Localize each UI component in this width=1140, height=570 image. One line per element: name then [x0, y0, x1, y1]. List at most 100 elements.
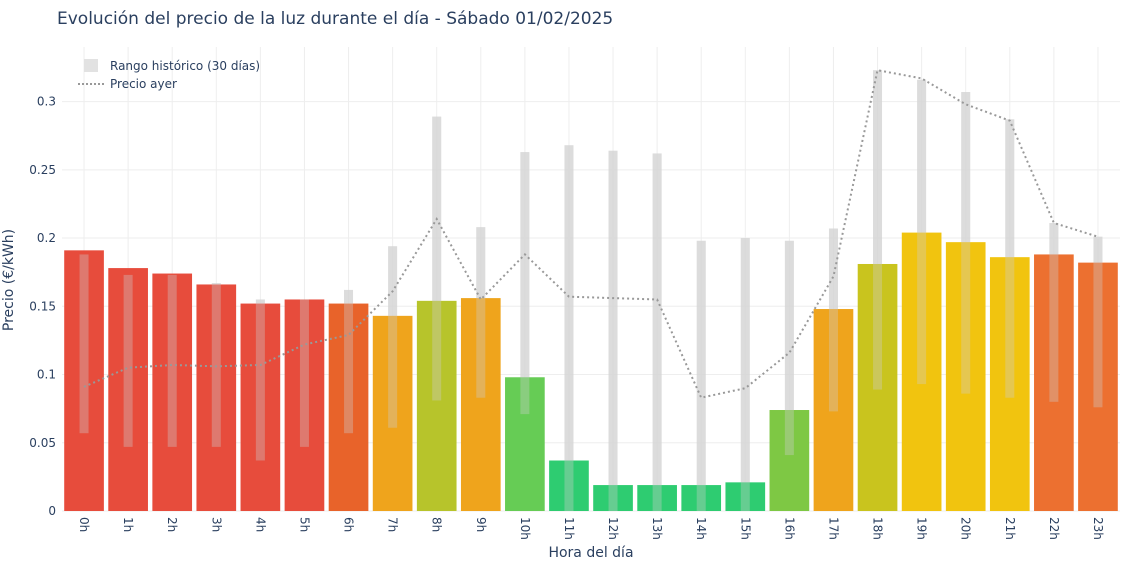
range-mark-18h: [873, 70, 883, 390]
range-overlay-14h: [696, 240, 706, 511]
bar-21h: [989, 257, 1030, 511]
x-tick-label: 12h: [606, 517, 620, 540]
x-tick-label: 23h: [1091, 517, 1105, 540]
x-tick-label: 3h: [209, 517, 223, 532]
x-tick-label: 19h: [915, 517, 929, 540]
bar-9h: [460, 298, 501, 511]
x-tick-label: 16h: [782, 517, 796, 540]
range-overlay-20h: [961, 92, 971, 394]
bar-12h: [593, 485, 633, 511]
range-mark-11h: [564, 145, 574, 511]
historical-range-overlay: [79, 70, 1103, 511]
bar-series: [64, 232, 1118, 511]
x-tick-label: 20h: [959, 517, 973, 540]
y-axis-ticks: 0 0.05 0.1 0.15 0.2 0.25 0.3: [29, 95, 56, 518]
range-overlay-21h: [1005, 119, 1015, 398]
range-overlay-1h: [123, 274, 133, 447]
x-tick-label: 15h: [738, 517, 752, 540]
chart-title: Evolución del precio de la luz durante e…: [57, 9, 613, 29]
bar-22h: [1034, 254, 1074, 511]
range-overlay-7h: [388, 246, 398, 428]
x-tick-label: 8h: [430, 517, 444, 532]
x-tick-label: 6h: [342, 517, 356, 532]
bar-15h: [725, 482, 766, 511]
bar-8h: [416, 300, 457, 511]
legend-label-range: Rango histórico (30 días): [110, 59, 260, 73]
range-mark-14h: [696, 240, 706, 511]
range-overlay-23h: [1093, 236, 1103, 408]
range-overlay-10h: [520, 152, 530, 415]
x-tick-label: 9h: [474, 517, 488, 532]
range-overlay-13h: [652, 153, 662, 511]
range-overlay-17h: [828, 228, 838, 412]
x-tick-label: 11h: [562, 517, 576, 540]
x-tick-label: 7h: [386, 517, 400, 532]
bar-2h: [152, 273, 193, 511]
y-tick-label: 0.05: [29, 436, 56, 450]
range-overlay-8h: [432, 116, 442, 401]
x-tick-label: 10h: [518, 517, 532, 540]
y-tick-label: 0: [48, 504, 56, 518]
range-overlay-12h: [608, 150, 618, 511]
bar-23h: [1078, 262, 1118, 511]
x-tick-label: 17h: [826, 517, 840, 540]
range-overlay-3h: [211, 283, 221, 447]
x-axis-ticks: 0h 1h 2h 3h 4h 5h 6h 7h 8h 9h 10h 11h 12h 13h 14h 15h 16…: [77, 517, 1105, 540]
bar-20h: [945, 242, 986, 511]
x-tick-label: 2h: [165, 517, 179, 532]
range-mark-16h: [784, 240, 794, 456]
legend-label-line: Precio ayer: [110, 77, 177, 91]
x-tick-label: 21h: [1003, 517, 1017, 540]
range-mark-13h: [652, 153, 662, 511]
x-tick-label: 18h: [871, 517, 885, 540]
range-overlay-11h: [564, 145, 574, 511]
range-overlay-9h: [476, 227, 486, 398]
range-overlay-18h: [873, 70, 883, 390]
x-tick-label: 0h: [77, 517, 91, 532]
bar-13h: [637, 485, 677, 511]
legend-swatch-range: [84, 59, 98, 72]
y-tick-label: 0.15: [29, 299, 56, 313]
range-mark-10h: [520, 152, 530, 415]
range-overlay-2h: [167, 274, 177, 447]
bar-17h: [813, 309, 854, 511]
x-tick-label: 22h: [1047, 517, 1061, 540]
range-overlay-5h: [299, 299, 309, 447]
range-overlay-19h: [917, 79, 927, 385]
range-overlay-0h: [79, 254, 89, 434]
y-tick-label: 0.2: [37, 231, 56, 245]
range-overlay-6h: [344, 289, 354, 434]
bar-11h: [549, 460, 589, 511]
y-tick-label: 0.25: [29, 163, 56, 177]
x-axis-title: Hora del día: [548, 545, 633, 561]
range-mark-19h: [917, 79, 927, 385]
yesterday-price-series: [83, 69, 1099, 399]
yesterday-price-line: [83, 69, 1099, 399]
bar-10h: [505, 377, 545, 511]
bar-16h: [769, 410, 810, 511]
x-tick-label: 13h: [650, 517, 664, 540]
x-tick-label: 4h: [253, 517, 267, 532]
x-tick-label: 1h: [121, 517, 135, 532]
legend[interactable]: Rango histórico (30 días) Precio ayer: [78, 59, 260, 91]
range-mark-8h: [432, 116, 442, 401]
range-overlay-15h: [740, 238, 750, 511]
bar-4h: [240, 303, 281, 511]
y-tick-label: 0.3: [37, 95, 56, 109]
bar-0h: [64, 250, 104, 511]
bar-18h: [857, 263, 898, 511]
x-tick-label: 14h: [694, 517, 708, 540]
y-axis-title: Precio (€/kWh): [1, 229, 17, 331]
y-tick-label: 0.1: [37, 368, 56, 382]
range-overlay-16h: [784, 240, 794, 456]
x-tick-label: 5h: [297, 517, 311, 532]
bar-1h: [108, 268, 148, 511]
bar-19h: [901, 232, 942, 511]
range-overlay-4h: [255, 299, 265, 461]
range-mark-15h: [740, 238, 750, 511]
range-mark-12h: [608, 150, 618, 511]
bar-3h: [196, 284, 237, 511]
bar-7h: [372, 315, 413, 511]
range-overlay-22h: [1049, 223, 1059, 402]
